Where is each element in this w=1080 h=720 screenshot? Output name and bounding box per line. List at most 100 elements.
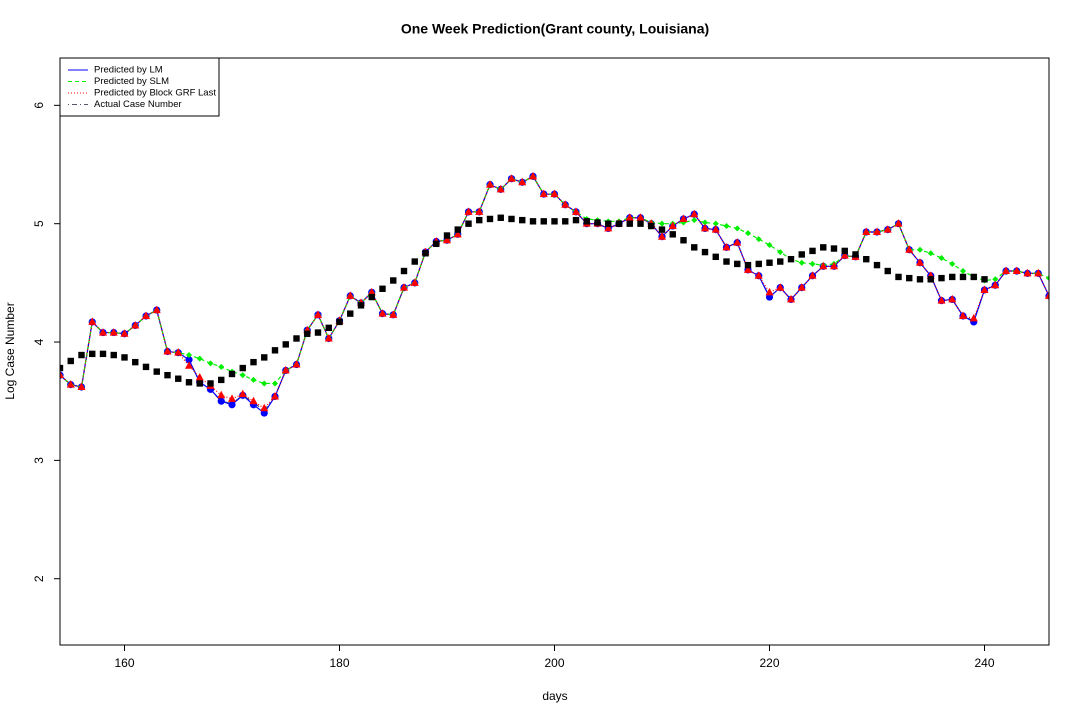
point [476, 216, 483, 224]
point [186, 352, 192, 359]
point [443, 232, 451, 239]
point [894, 219, 903, 227]
point [1023, 268, 1032, 277]
point [733, 238, 742, 246]
point [927, 276, 934, 283]
x-tick-label: 240 [974, 656, 994, 670]
point [443, 235, 451, 244]
point [873, 261, 881, 269]
point [755, 236, 762, 243]
point [367, 287, 376, 296]
point [1012, 266, 1021, 275]
point [539, 189, 548, 198]
point [755, 260, 762, 268]
series-line [60, 175, 1049, 414]
point [261, 380, 268, 387]
point [314, 310, 322, 318]
point [67, 357, 74, 365]
point [228, 370, 236, 378]
point [281, 365, 290, 374]
point [314, 329, 322, 336]
legend-item: Actual Case Number [94, 99, 182, 110]
point [841, 247, 848, 255]
point [659, 220, 665, 227]
point [410, 278, 419, 286]
point [777, 249, 784, 256]
point [992, 276, 999, 283]
point [260, 403, 269, 412]
point [250, 358, 257, 366]
point [852, 251, 859, 258]
point [776, 283, 785, 291]
point [529, 171, 537, 180]
point [917, 246, 923, 253]
point [325, 324, 332, 332]
point [142, 363, 150, 371]
point [927, 250, 934, 257]
series-line [60, 175, 1049, 412]
point [465, 220, 472, 227]
point [745, 230, 751, 237]
point [453, 229, 462, 238]
point [239, 372, 246, 379]
point [787, 294, 795, 303]
x-tick-label: 180 [329, 656, 349, 670]
point [239, 364, 246, 372]
point [110, 351, 117, 359]
point [271, 347, 279, 354]
point [378, 309, 387, 317]
point [991, 280, 1000, 289]
x-tick-label: 160 [114, 656, 134, 670]
point [1034, 268, 1043, 277]
point [132, 358, 139, 366]
point [809, 247, 816, 255]
point [572, 216, 580, 224]
point [916, 258, 924, 266]
point [207, 380, 214, 387]
point [411, 258, 418, 265]
point [486, 180, 494, 188]
y-axis-label: Log Case Number [3, 302, 17, 399]
x-tick-label: 200 [544, 656, 564, 670]
point [400, 283, 408, 291]
point [60, 370, 64, 379]
point [734, 225, 741, 232]
point [109, 328, 118, 336]
point [400, 267, 408, 275]
y-tick-label: 5 [32, 220, 46, 227]
point [89, 350, 96, 358]
point [120, 329, 129, 337]
point [883, 225, 892, 233]
point [153, 368, 160, 375]
point [722, 242, 731, 251]
point [389, 310, 398, 318]
point [66, 380, 75, 388]
point [604, 223, 613, 232]
point [464, 207, 473, 215]
point [238, 389, 247, 398]
point [422, 250, 429, 257]
point [217, 390, 226, 399]
point [625, 213, 634, 221]
point [293, 335, 300, 342]
point [152, 305, 161, 314]
point [561, 200, 570, 208]
point [916, 276, 924, 283]
point [668, 221, 677, 230]
point [949, 273, 956, 281]
point [648, 222, 655, 230]
point [884, 267, 891, 275]
legend-item: Predicted by Block GRF Last [94, 88, 216, 99]
point [970, 273, 977, 281]
point [185, 356, 193, 364]
point [949, 260, 956, 267]
point [680, 237, 687, 244]
point [518, 177, 527, 186]
point [981, 276, 988, 283]
point [702, 219, 708, 226]
point [508, 215, 515, 223]
point [507, 174, 516, 182]
point [368, 293, 375, 301]
